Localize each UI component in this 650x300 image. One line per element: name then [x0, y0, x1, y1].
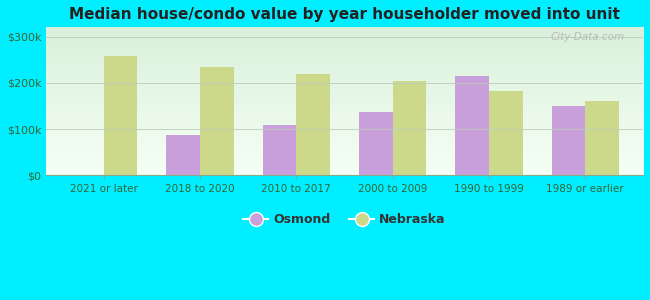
Bar	[263, 125, 296, 175]
Bar	[200, 67, 233, 175]
Title: Median house/condo value by year householder moved into unit: Median house/condo value by year househo…	[69, 7, 620, 22]
Bar	[166, 135, 200, 175]
Bar	[552, 106, 585, 175]
Bar	[489, 91, 523, 175]
Bar	[393, 81, 426, 175]
Bar	[585, 101, 619, 175]
Bar	[103, 56, 137, 175]
Text: City-Data.com: City-Data.com	[551, 32, 625, 42]
Bar	[296, 74, 330, 175]
Bar	[455, 76, 489, 175]
Bar	[359, 112, 393, 175]
Legend: Osmond, Nebraska: Osmond, Nebraska	[238, 208, 450, 231]
